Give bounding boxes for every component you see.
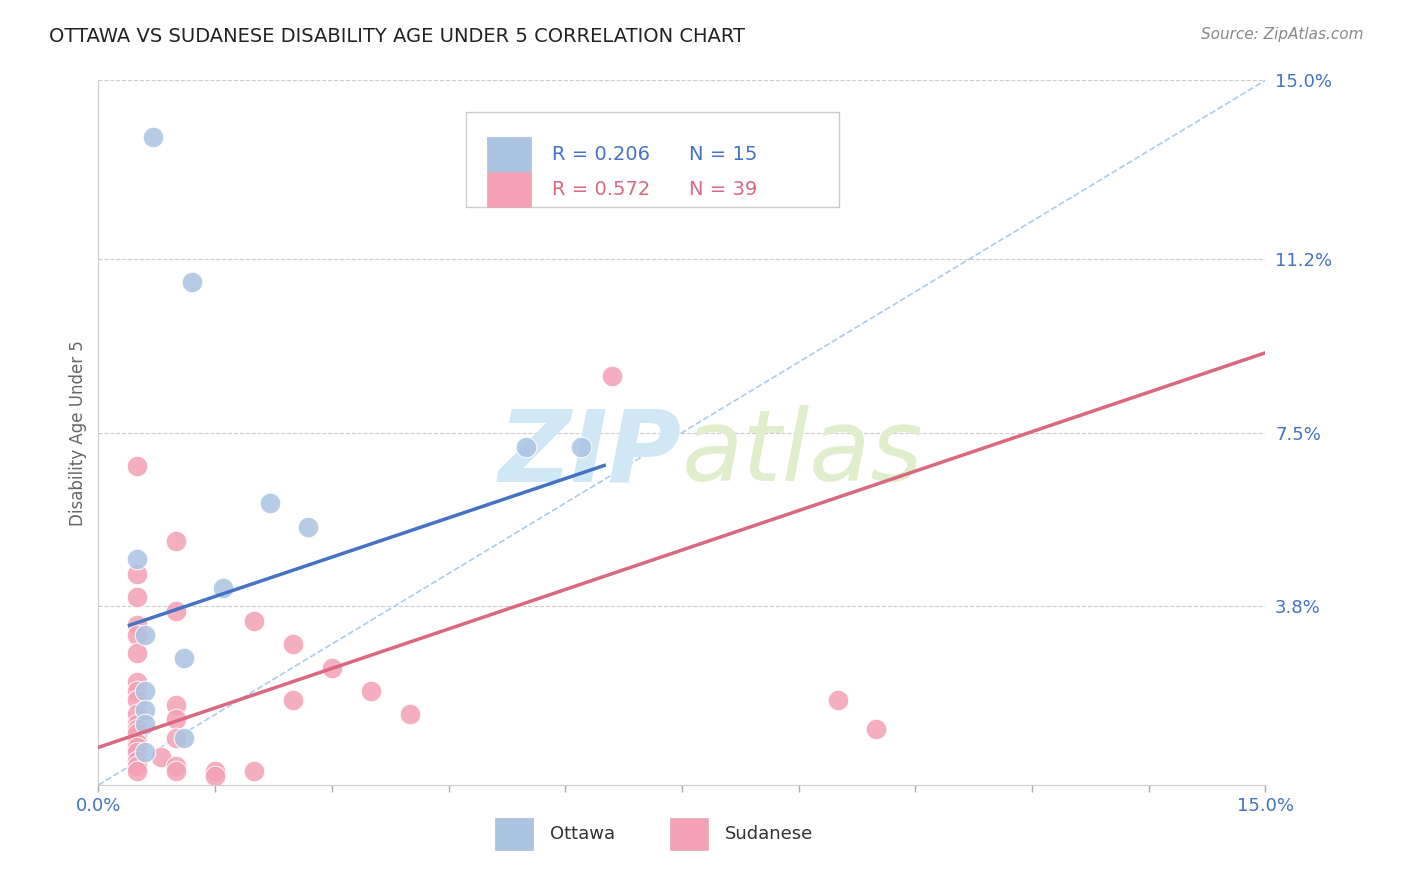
Point [127, 590, 149, 604]
Point [134, 717, 156, 731]
Point [134, 703, 156, 717]
Bar [486, 136, 531, 172]
Point [281, 693, 304, 707]
Point [127, 552, 149, 566]
Point [281, 637, 304, 651]
Point [127, 647, 149, 661]
Point [173, 651, 195, 665]
Point [127, 684, 149, 698]
Point [134, 627, 156, 641]
Text: Ottawa: Ottawa [550, 825, 616, 843]
Point [127, 458, 149, 473]
Text: R = 0.572: R = 0.572 [553, 180, 651, 199]
Point [212, 581, 235, 595]
Point [243, 764, 266, 778]
Text: ZIP: ZIP [499, 405, 682, 502]
Point [297, 519, 319, 533]
Point [827, 693, 849, 707]
Point [127, 674, 149, 689]
Text: N = 15: N = 15 [689, 145, 758, 164]
Text: R = 0.206: R = 0.206 [553, 145, 651, 164]
FancyBboxPatch shape [465, 112, 839, 207]
Point [165, 764, 187, 778]
Point [142, 129, 165, 144]
Text: Source: ZipAtlas.com: Source: ZipAtlas.com [1201, 27, 1364, 42]
Point [149, 749, 172, 764]
Point [127, 717, 149, 731]
Point [165, 533, 187, 548]
Point [127, 755, 149, 769]
Y-axis label: Disability Age Under 5: Disability Age Under 5 [69, 340, 87, 525]
Point [165, 759, 187, 773]
Point [515, 440, 537, 454]
Point [569, 440, 592, 454]
Point [360, 684, 382, 698]
Point [127, 736, 149, 750]
Point [127, 707, 149, 722]
Point [127, 722, 149, 736]
Point [127, 726, 149, 740]
Bar [495, 819, 533, 850]
Point [134, 684, 156, 698]
Point [165, 712, 187, 726]
Point [127, 745, 149, 759]
Point [127, 627, 149, 641]
Point [173, 731, 195, 745]
Point [127, 566, 149, 581]
Text: atlas: atlas [682, 405, 924, 502]
Point [180, 275, 202, 289]
Point [127, 618, 149, 632]
Text: N = 39: N = 39 [689, 180, 758, 199]
Text: Sudanese: Sudanese [725, 825, 813, 843]
Point [243, 614, 266, 628]
Point [165, 698, 187, 712]
Point [865, 722, 887, 736]
Bar [486, 172, 531, 207]
Point [165, 731, 187, 745]
Point [127, 740, 149, 755]
Text: OTTAWA VS SUDANESE DISABILITY AGE UNDER 5 CORRELATION CHART: OTTAWA VS SUDANESE DISABILITY AGE UNDER … [49, 27, 745, 45]
Point [321, 660, 343, 674]
Point [204, 764, 226, 778]
Point [127, 764, 149, 778]
Point [204, 768, 226, 782]
Bar [671, 819, 707, 850]
Point [134, 745, 156, 759]
Point [600, 369, 623, 384]
Point [165, 604, 187, 618]
Point [259, 496, 281, 510]
Point [398, 707, 420, 722]
Point [127, 759, 149, 773]
Point [127, 693, 149, 707]
